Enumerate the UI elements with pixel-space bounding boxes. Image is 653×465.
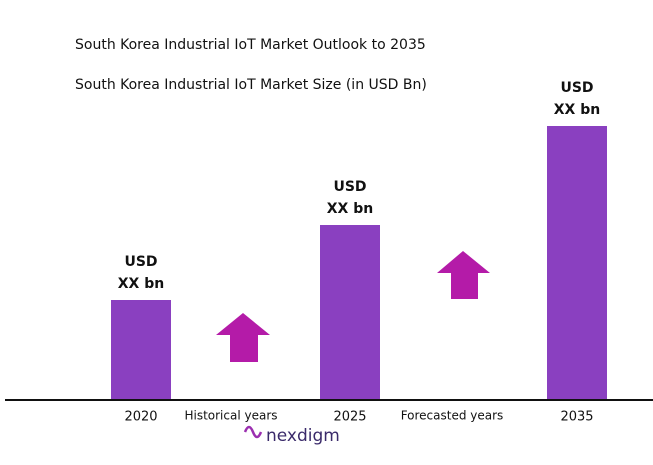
value-label: USD: [333, 179, 366, 195]
chart-subtitle: South Korea Industrial IoT Market Size (…: [75, 77, 427, 93]
value-label: XX bn: [118, 276, 164, 292]
logo-icon: [243, 425, 263, 439]
value-label: USD: [560, 80, 593, 96]
growth-arrow: [437, 251, 490, 299]
x-tick-label: 2035: [560, 410, 593, 425]
x-tick-label: 2020: [124, 410, 157, 425]
x-tick-label: 2025: [333, 410, 366, 425]
bar: [111, 300, 171, 400]
growth-arrow: [216, 313, 270, 362]
bar: [320, 225, 380, 400]
chart-title: South Korea Industrial IoT Market Outloo…: [75, 37, 426, 53]
logo: nexdigm: [266, 426, 340, 446]
bar: [547, 126, 607, 400]
value-label: XX bn: [327, 201, 373, 217]
annotation: Historical years: [184, 409, 277, 423]
annotation: Forecasted years: [401, 409, 504, 423]
value-label: USD: [124, 254, 157, 270]
value-label: XX bn: [554, 102, 600, 118]
